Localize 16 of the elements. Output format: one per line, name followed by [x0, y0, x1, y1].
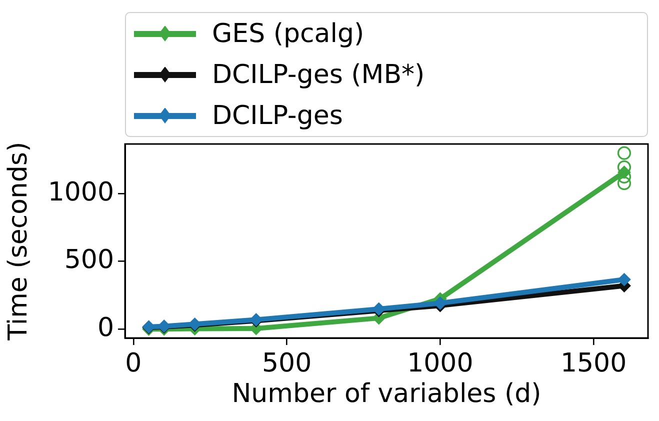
- y-axis-title: Time (seconds): [3, 142, 34, 342]
- y-tick-label: 0: [97, 312, 114, 343]
- legend-label: DCILP-ges (MB*): [212, 60, 425, 90]
- x-tick-label: 500: [262, 348, 312, 378]
- point: [617, 146, 632, 160]
- legend-label: DCILP-ges: [212, 100, 343, 130]
- x-tick-label: 1500: [560, 348, 627, 378]
- legend-label: GES (pcalg): [212, 18, 364, 48]
- x-tick-label: 1000: [407, 348, 474, 378]
- point: [618, 273, 631, 286]
- point: [617, 176, 632, 190]
- x-axis-title: Number of variables (d): [232, 379, 542, 410]
- y-tick-label: 500: [64, 245, 114, 276]
- point: [434, 296, 447, 310]
- y-tick-label: 1000: [48, 177, 114, 208]
- x-tick-label: 0: [125, 348, 142, 378]
